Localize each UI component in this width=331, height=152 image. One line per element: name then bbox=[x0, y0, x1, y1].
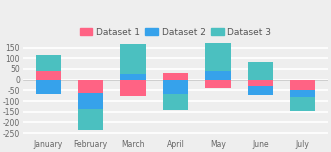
Bar bbox=[35, 71, 61, 80]
Bar bbox=[120, 44, 146, 74]
Bar bbox=[248, 80, 273, 86]
Bar bbox=[205, 43, 231, 71]
Bar bbox=[163, 80, 188, 94]
Bar bbox=[35, 80, 61, 94]
Bar bbox=[120, 80, 146, 96]
Bar bbox=[163, 73, 188, 80]
Legend: Dataset 1, Dataset 2, Dataset 3: Dataset 1, Dataset 2, Dataset 3 bbox=[78, 26, 273, 38]
Bar bbox=[78, 80, 103, 93]
Bar bbox=[205, 71, 231, 80]
Bar bbox=[35, 55, 61, 71]
Bar bbox=[78, 109, 103, 130]
Bar bbox=[248, 62, 273, 80]
Bar bbox=[205, 80, 231, 88]
Bar bbox=[248, 86, 273, 95]
Bar bbox=[290, 97, 315, 111]
Bar bbox=[163, 94, 188, 110]
Bar bbox=[290, 80, 315, 90]
Bar bbox=[290, 90, 315, 97]
Bar bbox=[120, 74, 146, 80]
Bar bbox=[78, 93, 103, 109]
